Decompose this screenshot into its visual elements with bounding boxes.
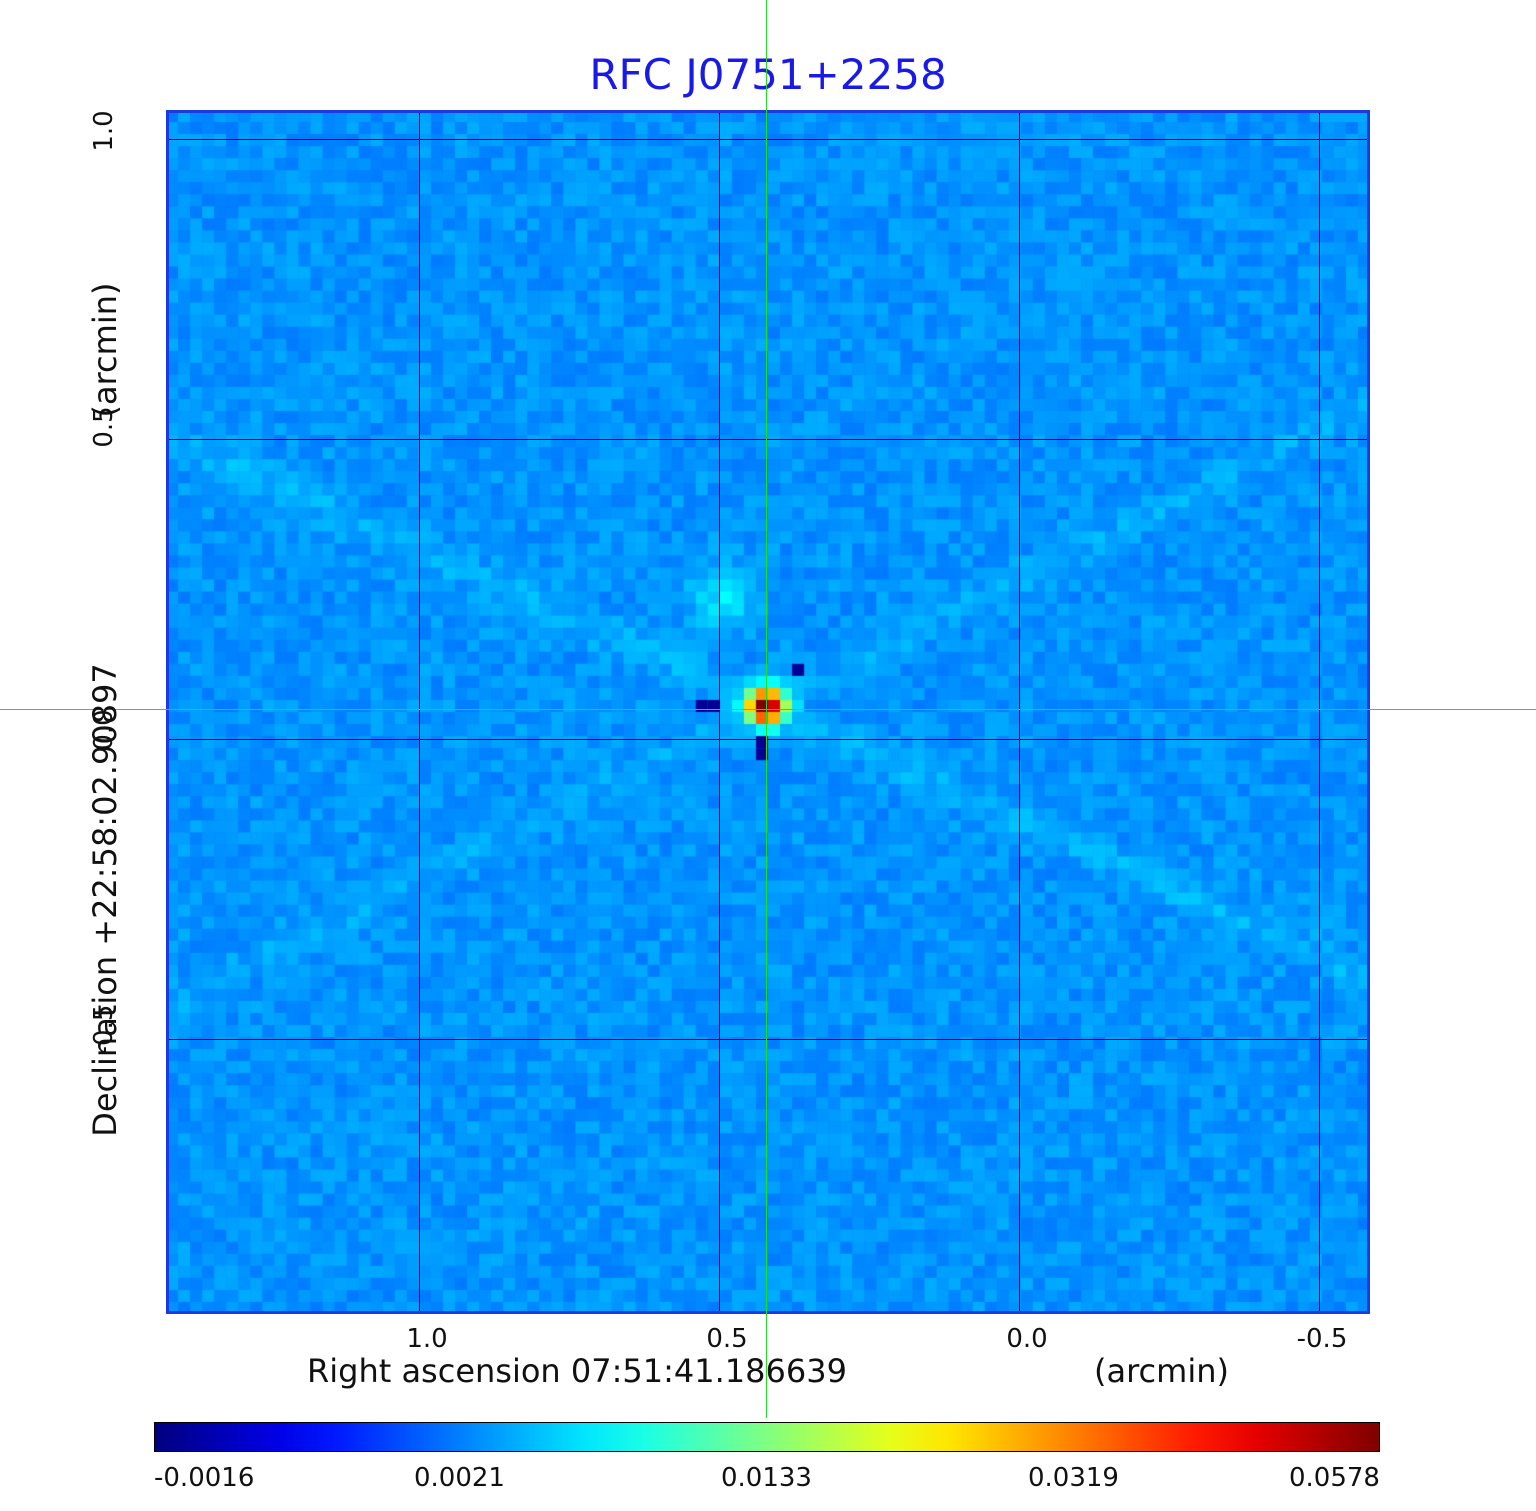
grid-line-vertical <box>1319 110 1320 1314</box>
x-tick-label: -0.5 <box>1296 1324 1348 1354</box>
grid-line-horizontal <box>166 739 1370 740</box>
x-tick-label: 1.0 <box>406 1324 448 1354</box>
colorbar-tick-label: 0.0133 <box>721 1463 812 1493</box>
y-axis-unit: (arcmin) <box>86 282 124 418</box>
x-tick-label: 0.0 <box>1006 1324 1048 1354</box>
y-tick-label: 1.0 <box>89 110 119 152</box>
radio-map-image[interactable] <box>166 110 1370 1314</box>
grid-line-horizontal <box>166 139 1370 140</box>
image-title: RFC J0751+2258 <box>589 50 947 99</box>
intensity-map-canvas <box>166 110 1370 1314</box>
colorbar-tick-label: 0.0021 <box>414 1463 505 1493</box>
grid-line-vertical <box>1019 110 1020 1314</box>
colorbar <box>154 1422 1380 1452</box>
x-axis-label: Right ascension 07:51:41.186639 <box>307 1352 847 1390</box>
crosshair-horizontal[interactable] <box>0 709 1536 710</box>
grid-line-horizontal <box>166 1039 1370 1040</box>
colorbar-tick-label: -0.0016 <box>154 1463 255 1493</box>
x-tick-label: 0.5 <box>706 1324 748 1354</box>
grid-line-vertical <box>719 110 720 1314</box>
colorbar-tick-label: 0.0319 <box>1028 1463 1119 1493</box>
grid-line-horizontal <box>166 439 1370 440</box>
grid-line-vertical <box>419 110 420 1314</box>
colorbar-tick-label: 0.0578 <box>1289 1463 1380 1493</box>
y-axis-label: Declination +22:58:02.90897 <box>86 663 124 1137</box>
x-axis-unit: (arcmin) <box>1094 1352 1229 1390</box>
